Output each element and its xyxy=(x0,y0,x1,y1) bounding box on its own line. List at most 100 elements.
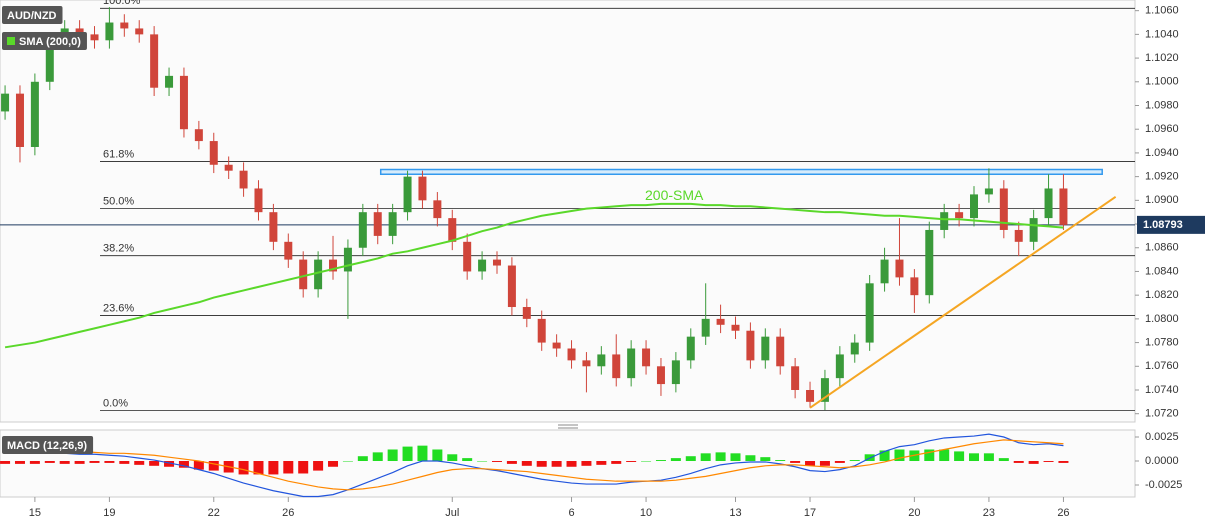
fib-label: 100.0% xyxy=(103,0,141,7)
macd-histogram-bar xyxy=(477,461,488,462)
macd-histogram-bar xyxy=(760,457,771,462)
y-tick-label: -0.0025 xyxy=(1145,479,1182,491)
macd-line xyxy=(5,439,1064,491)
chart-title: AUD/NZD xyxy=(7,10,57,22)
macd-histogram-bar xyxy=(998,458,1009,462)
macd-histogram-bar xyxy=(506,461,517,464)
macd-histogram-bar xyxy=(178,461,189,468)
macd-histogram-bar xyxy=(44,461,55,463)
macd-histogram-bar xyxy=(208,461,219,471)
candle-body xyxy=(194,129,203,142)
candle-body xyxy=(329,259,338,272)
candle-body xyxy=(835,354,844,379)
candle-body xyxy=(642,348,651,367)
legend-bg xyxy=(2,32,87,50)
candle-body xyxy=(239,170,248,189)
y-tick-label: 1.0940 xyxy=(1145,147,1179,159)
candle-body xyxy=(418,176,427,201)
sma-line xyxy=(4,202,1064,349)
candle-body xyxy=(627,348,636,379)
legend: SMA (200,0) xyxy=(19,36,81,48)
macd-histogram-bar xyxy=(655,460,666,462)
candle-body xyxy=(179,75,188,130)
candle-body xyxy=(686,336,695,361)
x-tick-label: 22 xyxy=(208,507,220,519)
candle-body xyxy=(388,212,397,236)
x-tick-label: 26 xyxy=(1057,507,1069,519)
macd-histogram-bar xyxy=(59,461,70,464)
candle-body xyxy=(806,389,815,402)
macd-histogram-bar xyxy=(328,461,339,467)
macd-histogram-bar xyxy=(313,461,324,471)
legend-swatch xyxy=(7,37,15,45)
macd-line xyxy=(5,433,1064,498)
candle-body xyxy=(955,212,964,219)
x-tick-label: 17 xyxy=(804,507,816,519)
candle-body xyxy=(597,354,606,367)
candle-body xyxy=(716,318,725,325)
macd-histogram-bar xyxy=(566,461,577,467)
chart-title-bg xyxy=(2,6,63,24)
x-tick-label: 6 xyxy=(568,507,574,519)
candle-body xyxy=(522,307,531,319)
macd-histogram-bar xyxy=(954,451,965,462)
candle-body xyxy=(343,247,352,272)
price-tag-bg xyxy=(1137,215,1205,234)
candle-body xyxy=(105,22,114,41)
x-tick-label: 15 xyxy=(29,507,41,519)
macd-histogram-bar xyxy=(372,452,383,462)
resistance-band xyxy=(379,168,1103,176)
candle-body xyxy=(358,212,367,248)
candle-body xyxy=(492,259,501,266)
macd-histogram-bar xyxy=(447,454,458,462)
y-tick-label: 1.0980 xyxy=(1145,99,1179,111)
candle-body xyxy=(254,188,263,213)
y-tick-label: 0.0025 xyxy=(1145,431,1179,443)
macd-histogram-bar xyxy=(700,453,711,462)
x-tick-label: 13 xyxy=(729,507,741,519)
candle-body xyxy=(165,75,174,88)
x-tick-label: 10 xyxy=(640,507,652,519)
candle-body xyxy=(746,330,755,361)
macd-histogram-bar xyxy=(283,461,294,474)
candle-body xyxy=(671,360,680,385)
candle-body xyxy=(850,342,859,355)
candle-body xyxy=(120,22,129,29)
macd-histogram-bar xyxy=(924,449,935,462)
candle-body xyxy=(865,283,874,343)
x-tick-label: 19 xyxy=(103,507,115,519)
candle-body xyxy=(403,176,412,213)
candle-body xyxy=(448,218,457,242)
candle-body xyxy=(537,318,546,343)
candle-body xyxy=(15,93,24,147)
macd-histogram-bar xyxy=(119,461,130,464)
x-tick-label: Jul xyxy=(445,507,459,519)
candle-body xyxy=(656,366,665,385)
macd-histogram-bar xyxy=(611,461,622,464)
macd-histogram-bar xyxy=(685,456,696,462)
x-tick-label: 23 xyxy=(983,507,995,519)
macd-histogram-bar xyxy=(536,461,547,467)
candle-body xyxy=(30,81,39,147)
price-tag: 1.08793 xyxy=(1143,219,1183,231)
y-tick-label: 1.0960 xyxy=(1145,123,1179,135)
candle-body xyxy=(224,164,233,171)
y-tick-label: 0.0000 xyxy=(1145,455,1179,467)
candle-body xyxy=(820,378,829,402)
candle-body xyxy=(507,265,516,308)
y-tick-label: 1.0820 xyxy=(1145,289,1179,301)
panel-resize-handle[interactable] xyxy=(558,424,578,429)
macd-histogram-bar xyxy=(29,461,40,464)
macd-histogram-bar xyxy=(834,461,845,463)
candle-body xyxy=(910,277,919,296)
candle-body xyxy=(731,324,740,331)
y-tick-label: 1.0860 xyxy=(1145,242,1179,254)
candle-body xyxy=(776,336,785,367)
y-tick-label: 1.1060 xyxy=(1145,5,1179,17)
chart-title-tag: AUD/NZD xyxy=(2,6,63,24)
macd-histogram-bar xyxy=(164,461,175,467)
macd-histogram-bar xyxy=(715,452,726,462)
macd-histogram-bar xyxy=(521,461,532,466)
y-tick-label: 1.0760 xyxy=(1145,360,1179,372)
